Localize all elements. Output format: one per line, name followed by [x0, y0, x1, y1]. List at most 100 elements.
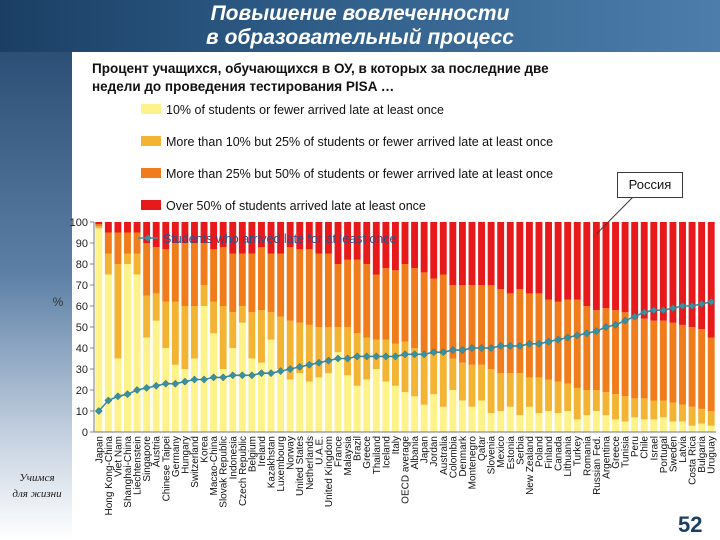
- bar-segment-4: [411, 222, 419, 269]
- bar-segment-2: [238, 306, 246, 323]
- y-tick-label: 60: [76, 301, 88, 313]
- line-marker: [640, 308, 649, 317]
- line-marker: [468, 344, 476, 352]
- category-label: France: [334, 436, 345, 468]
- bar-segment-4: [372, 222, 380, 275]
- line-marker: [448, 346, 457, 355]
- bar-segment-3: [267, 253, 275, 313]
- bar-segment-4: [210, 222, 218, 250]
- category-label: Denmark: [458, 435, 469, 477]
- bar-segment-1: [592, 411, 600, 432]
- bar-segment-3: [181, 243, 189, 306]
- line-marker: [314, 358, 323, 367]
- category-label: Qatar: [477, 435, 488, 461]
- bar-segment-1: [95, 228, 103, 432]
- legend-swatch-4: [141, 200, 161, 210]
- line-marker: [630, 312, 639, 321]
- bar-segment-4: [200, 222, 208, 243]
- bar-segment-1: [229, 348, 237, 432]
- bar-segment-3: [258, 247, 265, 311]
- bar-segment-1: [458, 400, 466, 432]
- line-marker: [420, 350, 429, 359]
- bar-segment-1: [602, 415, 610, 432]
- category-label: Macao-China: [209, 436, 220, 496]
- bar-segment-1: [525, 406, 533, 432]
- bar-segment-1: [325, 373, 332, 432]
- line-marker: [161, 379, 170, 388]
- bar-segment-1: [162, 348, 170, 432]
- bar-segment-2: [439, 354, 447, 407]
- bar-segment-1: [200, 306, 208, 432]
- category-label: Albania: [410, 436, 421, 470]
- bar-segment-3: [516, 289, 524, 374]
- bar-segment-1: [430, 394, 438, 432]
- bar-segment-3: [152, 247, 160, 294]
- category-label: U.A.E.: [314, 436, 325, 465]
- bar-segment-3: [315, 253, 323, 327]
- bar-segment-3: [114, 232, 122, 264]
- bar-segment-1: [487, 413, 495, 432]
- category-label: Slovak Republic: [219, 436, 230, 508]
- bar-segment-3: [229, 253, 237, 313]
- legend-label-3: More than 25% but 50% of students or few…: [166, 167, 553, 181]
- bar-segment-4: [305, 222, 313, 250]
- bar-segment-1: [133, 274, 141, 432]
- bar-segment-2: [449, 358, 457, 390]
- bar-segment-4: [545, 222, 552, 300]
- bar-segment-3: [430, 278, 438, 355]
- bar-segment-1: [545, 411, 552, 432]
- line-marker: [697, 299, 706, 308]
- bar-segment-4: [439, 222, 447, 275]
- category-label: Canada: [554, 436, 565, 471]
- bar-segment-2: [391, 343, 399, 386]
- category-label: Italy: [391, 436, 402, 454]
- bar-segment-2: [430, 354, 438, 395]
- category-label: Hungary: [180, 436, 191, 474]
- bar-segment-2: [554, 381, 562, 414]
- category-label: Mexico: [496, 436, 507, 468]
- category-label: Ireland: [257, 436, 268, 467]
- bar-segment-2: [650, 400, 658, 420]
- bar-segment-2: [564, 383, 572, 411]
- category-label: Montenegro: [467, 436, 478, 490]
- bar-segment-1: [449, 390, 457, 432]
- bar-segment-4: [286, 222, 294, 248]
- bar-segment-2: [286, 320, 294, 380]
- bar-segment-1: [296, 373, 304, 432]
- bar-segment-2: [411, 348, 419, 397]
- legend-swatch-2: [141, 136, 161, 146]
- bar-segment-3: [286, 247, 294, 321]
- bar-segment-2: [679, 404, 686, 422]
- category-label: Indonesia: [228, 436, 239, 480]
- bar-segment-4: [114, 222, 122, 233]
- bar-segment-2: [621, 396, 629, 422]
- line-marker: [668, 304, 677, 313]
- bar-segment-2: [525, 377, 533, 407]
- bar-segment-3: [277, 253, 285, 317]
- bar-segment-3: [391, 270, 399, 344]
- bar-segment-3: [612, 310, 619, 395]
- bar-segment-1: [612, 419, 619, 432]
- bar-segment-2: [114, 264, 122, 359]
- bar-segment-2: [162, 301, 170, 348]
- category-label: Iceland: [381, 436, 392, 468]
- bar-segment-3: [650, 320, 658, 401]
- category-label: Latvia: [678, 436, 689, 463]
- bar-segment-3: [344, 259, 352, 327]
- line-marker: [133, 386, 142, 394]
- y-tick-label: 20: [76, 385, 88, 397]
- bar-segment-3: [458, 285, 466, 363]
- bar-segment-4: [679, 222, 686, 325]
- bar-segment-4: [468, 222, 476, 285]
- bar-segment-1: [210, 333, 218, 432]
- line-marker: [295, 362, 304, 371]
- bar-segment-2: [95, 226, 103, 229]
- bar-segment-4: [506, 222, 514, 294]
- subtitle-line-2: недели до проведения тестирования PISA …: [92, 79, 395, 94]
- bar-segment-3: [325, 253, 332, 327]
- bar-segment-4: [267, 222, 275, 254]
- line-marker: [439, 348, 448, 357]
- bar-segment-3: [640, 318, 648, 399]
- bar-segment-1: [248, 358, 256, 432]
- bar-segment-4: [640, 222, 648, 319]
